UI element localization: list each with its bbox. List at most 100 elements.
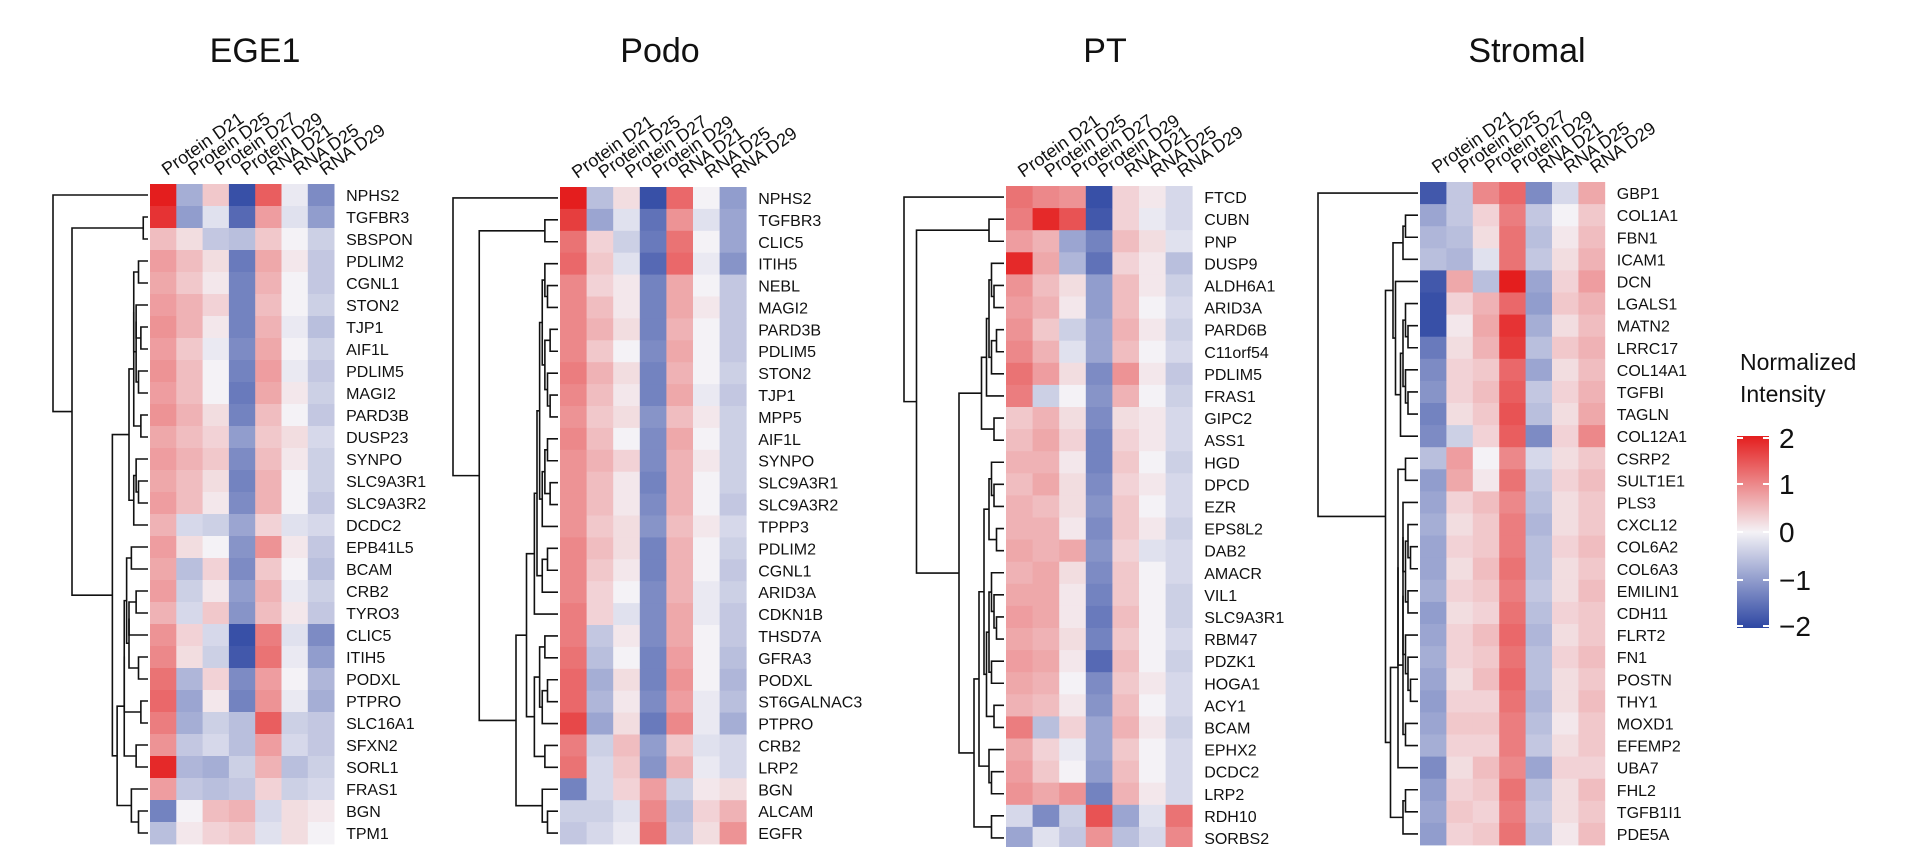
heatmap-cell	[281, 756, 309, 779]
heatmap-cell	[150, 646, 177, 669]
heatmap-cell	[1552, 513, 1579, 536]
heatmap-cell	[1499, 690, 1526, 713]
heatmap-cell	[1032, 672, 1060, 695]
dendrogram-branch	[135, 744, 148, 768]
dendrogram-branch	[1409, 545, 1418, 570]
heatmap-cell	[639, 449, 667, 473]
row-label: VIL1	[1204, 588, 1237, 605]
heatmap-cell	[1032, 473, 1060, 496]
heatmap-cell	[176, 206, 203, 229]
heatmap-cell	[613, 800, 641, 823]
heatmap-cell	[1165, 208, 1193, 231]
heatmap-cell	[613, 778, 641, 801]
heatmap-cell	[639, 581, 667, 604]
heatmap-cell	[1059, 583, 1087, 607]
heatmap-cell	[150, 338, 177, 361]
heatmap-cell	[613, 406, 641, 429]
heatmap-cell	[1578, 822, 1606, 846]
heatmap-cell	[1552, 226, 1579, 249]
row-label: SLC9A3R1	[346, 474, 426, 491]
dendrogram-branch	[478, 230, 545, 722]
row-label: TPPP3	[758, 520, 809, 537]
heatmap-cell	[666, 427, 694, 451]
heatmap-cell	[1006, 186, 1033, 209]
heatmap-cell	[693, 318, 720, 341]
heatmap-cell	[693, 252, 720, 275]
heatmap-cell	[639, 318, 667, 341]
heatmap-cell	[1499, 248, 1526, 271]
heatmap-cell	[1139, 605, 1166, 629]
dendrogram-branch	[1404, 457, 1418, 482]
heatmap-cell	[1032, 186, 1060, 209]
panel-title: Podo	[620, 32, 699, 70]
heatmap-cell	[666, 515, 694, 538]
heatmap-cell	[639, 384, 667, 407]
heatmap-cell	[719, 493, 747, 516]
heatmap-cell	[307, 778, 335, 801]
heatmap-cell	[693, 690, 720, 713]
heatmap-cell	[228, 822, 256, 845]
heatmap-cell	[1112, 495, 1140, 518]
row-label: PODXL	[758, 673, 812, 690]
heatmap-cell	[1085, 650, 1113, 673]
heatmap-cell	[1472, 314, 1500, 338]
heatmap-cell	[586, 274, 614, 297]
heatmap-cell	[1139, 252, 1166, 275]
row-label: PTPRO	[758, 717, 813, 734]
heatmap-cell	[560, 362, 587, 385]
heatmap-cell	[1552, 248, 1579, 271]
heatmap-cell	[1112, 296, 1140, 319]
heatmap-cell	[666, 406, 694, 429]
heatmap-cell	[307, 734, 335, 757]
heatmap-cell	[613, 515, 641, 538]
heatmap-cell	[1420, 403, 1447, 426]
heatmap-cell	[1472, 756, 1500, 780]
heatmap-cell	[1032, 605, 1060, 629]
heatmap-cell	[719, 537, 747, 560]
heatmap-cell	[281, 228, 309, 251]
heatmap-cell	[228, 800, 256, 823]
row-label: POSTN	[1617, 672, 1672, 689]
heatmap-cell	[307, 272, 335, 295]
heatmap-cell	[1032, 495, 1060, 518]
row-label: GFRA3	[758, 651, 811, 668]
heatmap-cell	[560, 603, 587, 626]
heatmap-cell	[666, 340, 694, 363]
heatmap-cell	[639, 427, 667, 451]
heatmap-cell	[560, 515, 587, 538]
dendrogram-branch	[544, 635, 558, 659]
heatmap-cell	[666, 625, 694, 648]
heatmap-cell	[639, 406, 667, 429]
heatmap-cell	[693, 406, 720, 429]
heatmap-cell	[560, 778, 587, 801]
heatmap-cell	[1446, 292, 1474, 315]
heatmap-cell	[1165, 362, 1193, 386]
heatmap-cell	[1552, 601, 1579, 625]
heatmap-cell	[150, 360, 177, 383]
dendrogram-branch	[993, 594, 1004, 629]
heatmap-cell	[560, 471, 587, 494]
heatmap-cell	[176, 558, 203, 581]
heatmap-cell	[255, 712, 282, 735]
heatmap-cell	[1032, 407, 1060, 430]
dendrogram-branch	[1317, 192, 1418, 518]
color-legend: Normalized Intensity 2 1 0 −1 −2	[1737, 349, 1856, 642]
heatmap-cell	[1165, 318, 1193, 342]
heatmap-cell	[1525, 270, 1553, 293]
heatmap-cell	[176, 646, 203, 669]
dendrogram-branch	[135, 321, 139, 383]
heatmap-cell	[1085, 826, 1113, 847]
heatmap-cell	[1032, 429, 1060, 452]
row-label: CUBN	[1204, 212, 1249, 229]
heatmap-cell	[150, 448, 177, 471]
heatmap-cell	[1446, 513, 1474, 536]
heatmap-cell	[1420, 469, 1447, 492]
heatmap-cell	[693, 603, 720, 626]
heatmap-cell	[693, 581, 720, 604]
row-label: DCN	[1617, 274, 1652, 291]
heatmap-cell	[1525, 469, 1553, 492]
heatmap-cell	[1446, 778, 1474, 802]
heatmap-cell	[1578, 314, 1606, 338]
row-label: TYRO3	[346, 606, 399, 623]
dendrogram-branch	[452, 197, 558, 477]
